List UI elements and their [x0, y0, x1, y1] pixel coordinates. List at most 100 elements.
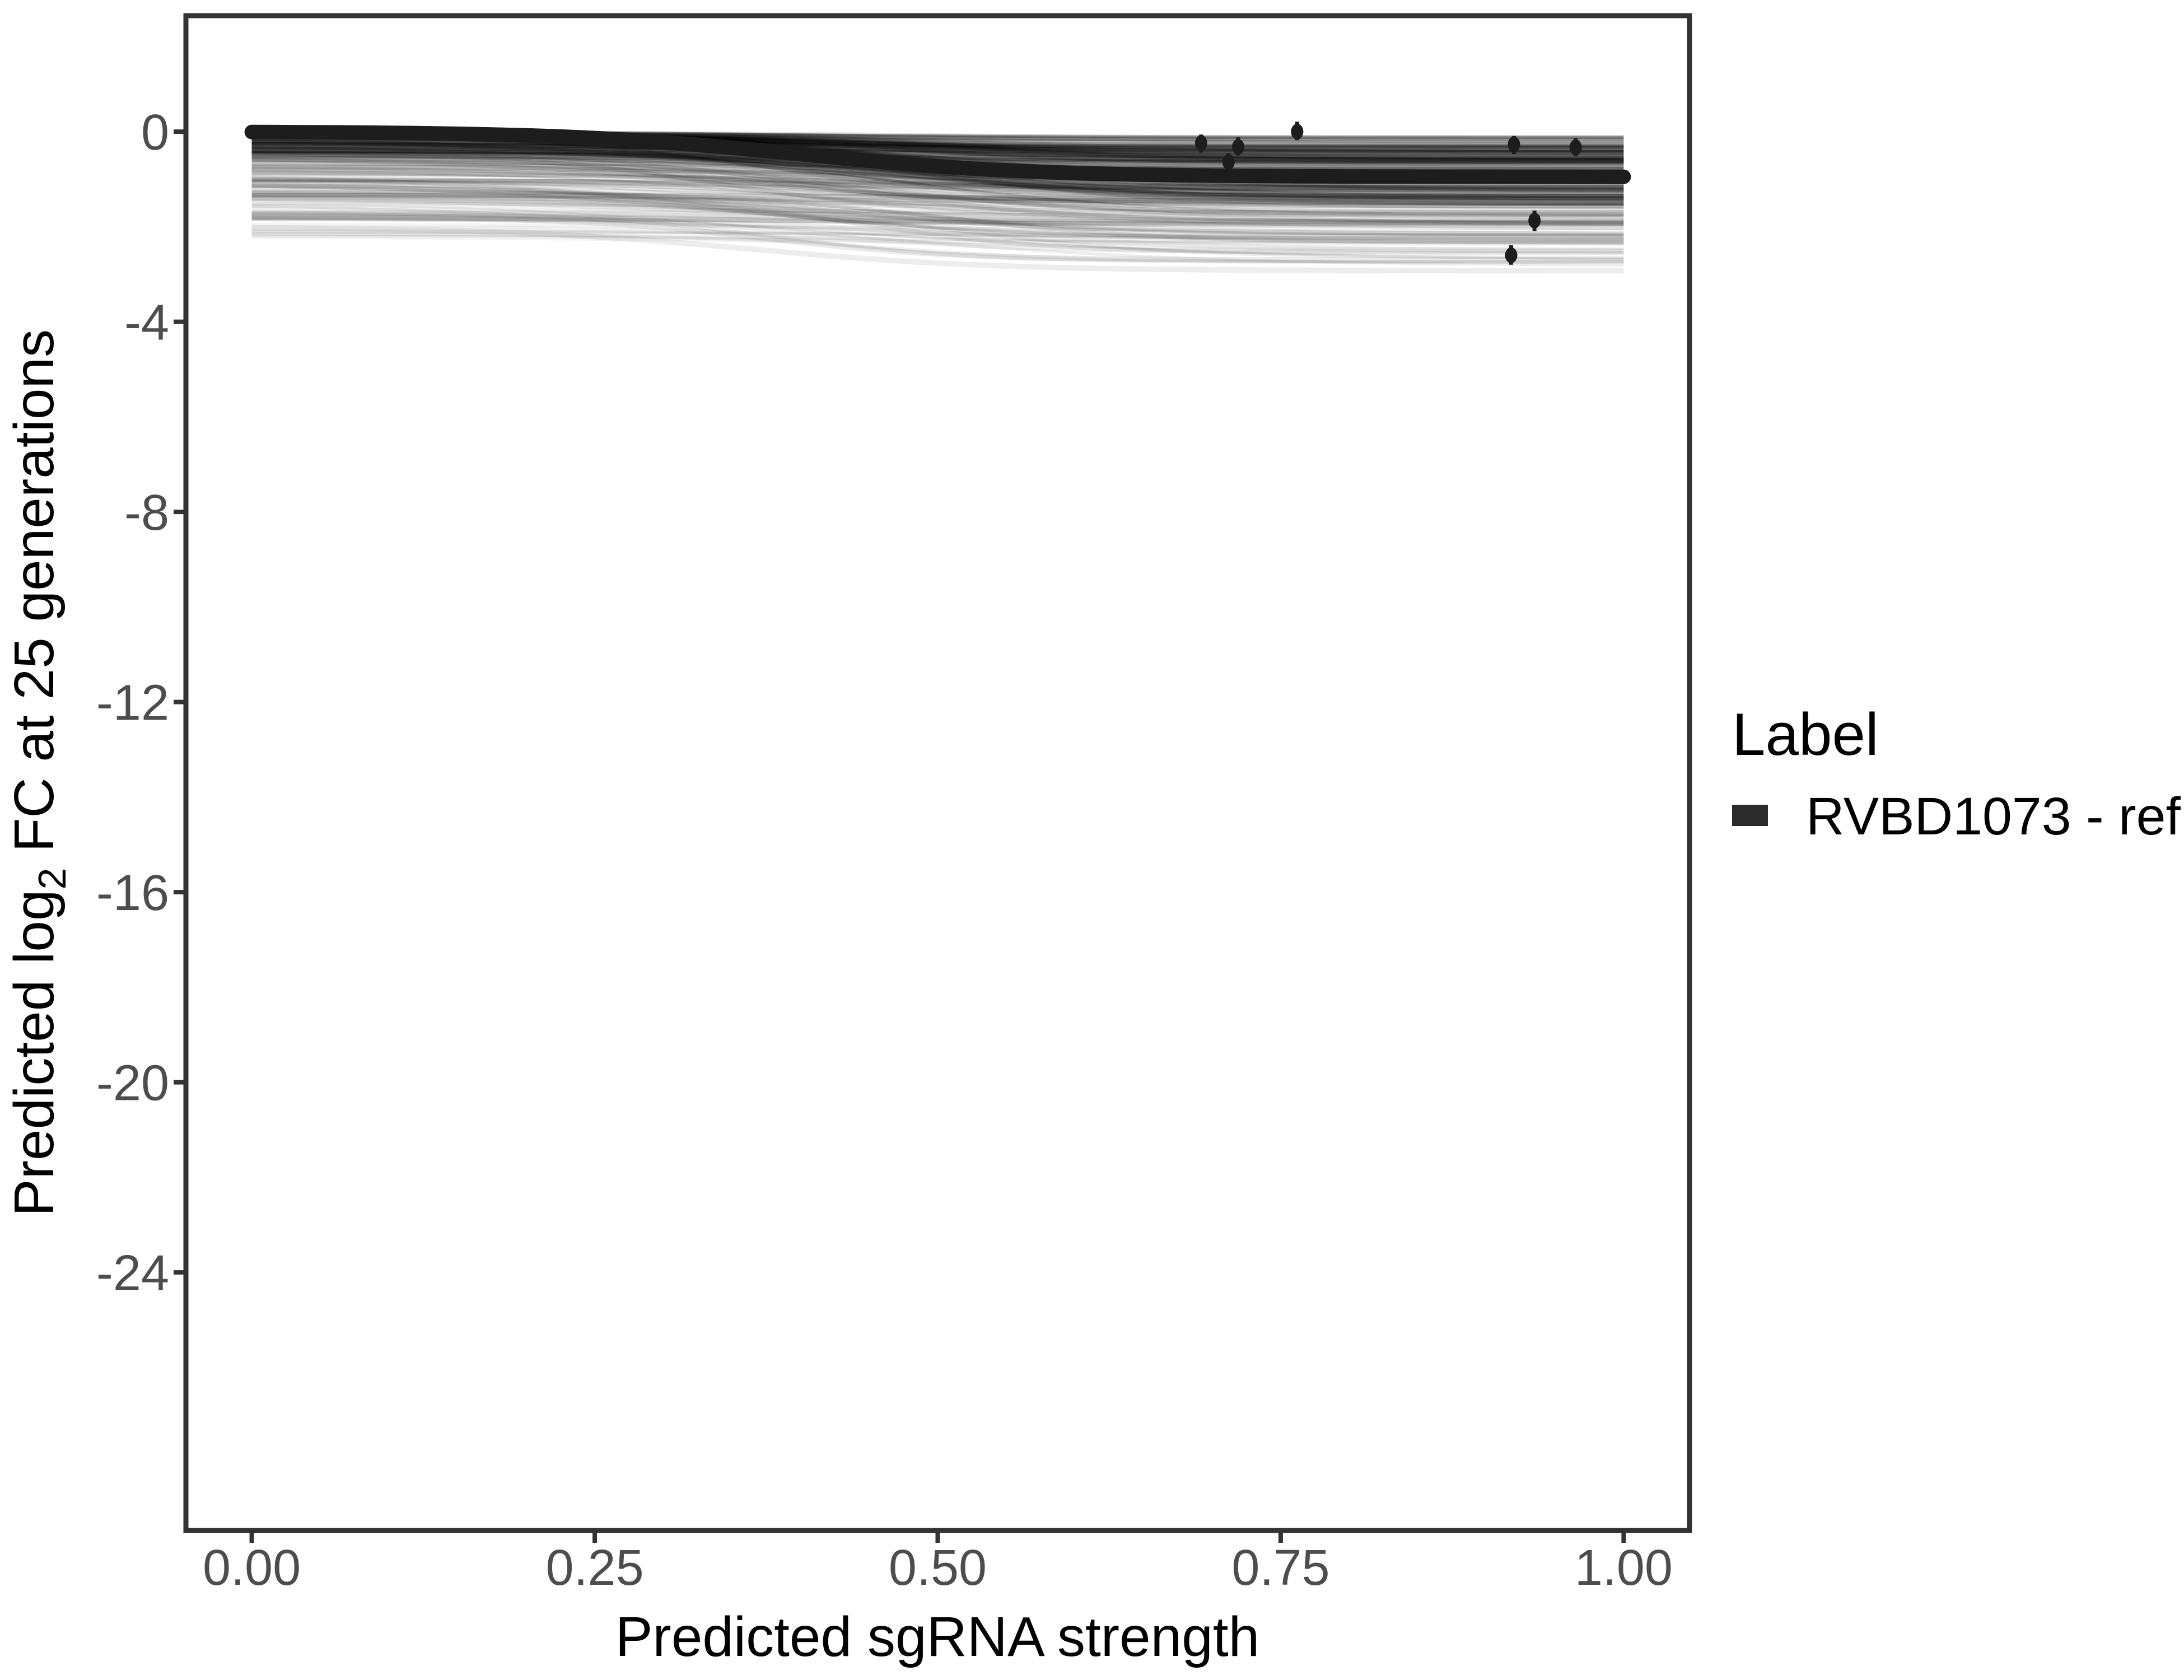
ensemble-curve: [251, 205, 1624, 261]
x-tick-label: 1.00: [1575, 1540, 1673, 1596]
ensemble-curve: [251, 182, 1624, 191]
ensemble-curve: [251, 225, 1624, 274]
ensemble-curve: [251, 172, 1624, 222]
ensemble-curve: [251, 152, 1624, 189]
y-tick-label: -4: [124, 295, 169, 351]
ensemble-curve: [251, 146, 1624, 186]
ensemble-curve: [251, 168, 1624, 207]
pointrange: [1569, 138, 1582, 157]
y-tick-label: -12: [96, 675, 169, 731]
ensemble-curve: [251, 149, 1624, 213]
ensemble-curve: [251, 195, 1624, 201]
ensemble-curve: [251, 143, 1624, 159]
ensemble-curve: [251, 212, 1624, 227]
ensemble-curve: [251, 151, 1624, 195]
ensemble-curve: [251, 194, 1624, 208]
ensemble-curve: [251, 214, 1624, 263]
ensemble-curve: [251, 141, 1624, 162]
y-axis-title: Predicted log2 FC at 25 generations: [3, 329, 74, 1216]
pointrange: [1508, 136, 1520, 154]
pointrange: [1505, 245, 1518, 265]
ensemble-curve: [251, 174, 1624, 187]
ensemble-curve: [251, 193, 1624, 203]
ensemble-curve: [251, 150, 1624, 165]
ensemble-curve: [251, 165, 1624, 226]
reference-curve: [244, 124, 1631, 184]
x-tick-label: 0.25: [545, 1540, 643, 1596]
ensemble-curve: [251, 146, 1624, 153]
ensemble-curve: [251, 178, 1624, 190]
y-tick-label: -16: [96, 865, 169, 921]
ensemble-curve: [251, 210, 1624, 217]
ensemble-curve: [251, 189, 1624, 236]
ensemble-curve: [251, 157, 1624, 200]
ensemble-curve: [251, 150, 1624, 192]
ensemble-curve: [251, 155, 1624, 162]
y-tick-label: -8: [124, 485, 169, 541]
ensemble-curve: [251, 177, 1624, 192]
ensemble-curve: [251, 194, 1624, 216]
ensemble-curve: [251, 152, 1624, 164]
ensemble-curve: [251, 140, 1624, 160]
ensemble-curve: [251, 185, 1624, 241]
ensemble-curve: [251, 156, 1624, 198]
legend-key-square: [1732, 805, 1768, 826]
ensemble-curve: [251, 199, 1624, 207]
ensemble-curve: [251, 137, 1624, 195]
ensemble-curve: [251, 146, 1624, 209]
ensemble-curve: [251, 211, 1624, 267]
ensemble-curve: [251, 186, 1624, 203]
point-marker: [1194, 135, 1207, 151]
pointrange: [1194, 134, 1207, 153]
ensemble-curve: [251, 195, 1624, 230]
ensemble-curve: [251, 150, 1624, 206]
ensemble-curve: [251, 229, 1624, 237]
ensemble-curve: [251, 217, 1624, 245]
ensemble-curve: [251, 151, 1624, 217]
legend: Label RVBD1073 - ref: [1732, 701, 2181, 846]
pointrange: [1232, 137, 1245, 156]
ensemble-curve: [251, 207, 1624, 216]
ensemble-curve: [251, 150, 1624, 200]
ensemble-curve: [251, 175, 1624, 236]
y-axis-title-pre: Predicted log: [3, 889, 66, 1216]
ensemble-curve: [251, 233, 1624, 264]
ensemble-curve: [251, 167, 1624, 204]
pointrange: [1291, 122, 1304, 141]
ensemble-curve: [251, 185, 1624, 237]
ensemble-curve: [251, 176, 1624, 196]
ensemble-curve: [251, 190, 1624, 245]
ensemble-curve: [251, 142, 1624, 199]
legend-title: Label: [1732, 701, 1879, 768]
ensemble-curve: [251, 165, 1624, 197]
legend-item-label: RVBD1073 - ref: [1806, 787, 2181, 846]
ensemble-curve: [251, 139, 1624, 200]
ensemble-curve: [251, 214, 1624, 254]
ensemble-curve: [251, 179, 1624, 206]
ensemble-curve: [251, 144, 1624, 164]
ensemble-curve: [251, 157, 1624, 209]
ensemble-curve: [251, 147, 1624, 160]
point-marker: [1508, 137, 1520, 153]
x-tick-label: 0.00: [203, 1540, 301, 1596]
ensemble-curve: [251, 172, 1624, 206]
ensemble-curve: [251, 142, 1624, 154]
ensemble-curve: [251, 216, 1624, 226]
ensemble-curve: [251, 196, 1624, 220]
ensemble-curve: [251, 183, 1624, 237]
ensemble-curve: [251, 193, 1624, 203]
ensemble-curve: [251, 203, 1624, 211]
pointrange: [1528, 210, 1541, 231]
ensemble-curve: [251, 184, 1624, 224]
ensemble-curve: [251, 151, 1624, 158]
data-points: [1194, 122, 1582, 265]
ensemble-curve: [251, 215, 1624, 225]
ensemble-curve: [251, 143, 1624, 153]
ensemble-curve: [251, 232, 1624, 245]
ensemble-curve: [251, 179, 1624, 207]
ensemble-curve: [251, 223, 1624, 232]
y-axis-title-sub: 2: [30, 868, 74, 890]
ensemble-curve: [251, 184, 1624, 222]
ensemble-curve: [251, 142, 1624, 164]
